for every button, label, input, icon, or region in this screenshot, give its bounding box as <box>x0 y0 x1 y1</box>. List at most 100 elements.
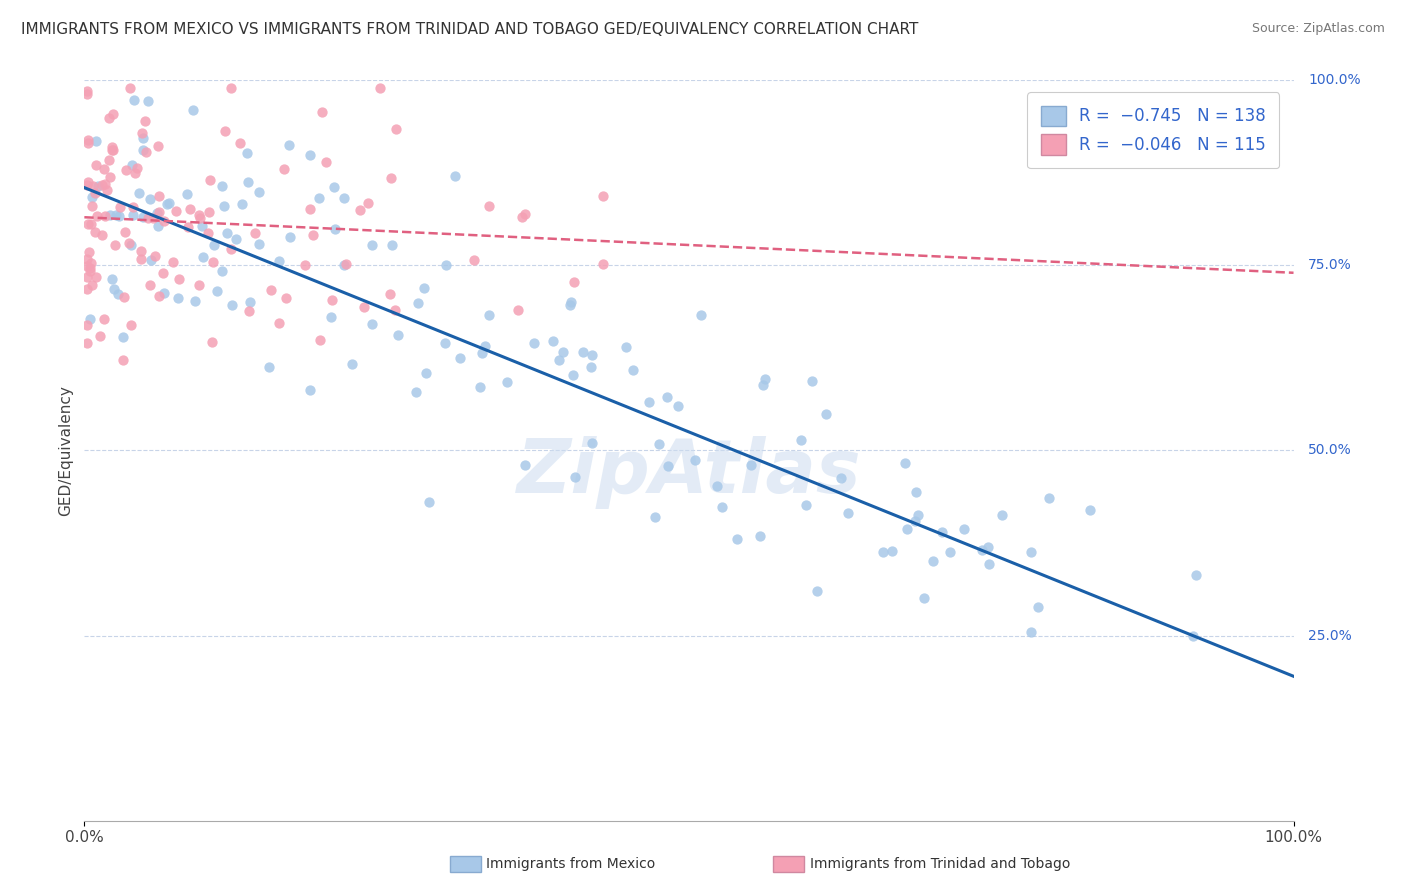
Point <box>368 80 391 95</box>
Point <box>107 286 129 301</box>
Point <box>229 136 252 150</box>
Point <box>191 219 214 233</box>
Point <box>977 557 1000 571</box>
Point <box>98 170 121 185</box>
Point <box>148 289 170 303</box>
Point <box>274 291 297 305</box>
Point <box>80 278 103 293</box>
Point <box>690 309 713 323</box>
Point <box>434 258 457 272</box>
Point <box>548 352 571 367</box>
Text: Source: ZipAtlas.com: Source: ZipAtlas.com <box>1251 22 1385 36</box>
Point <box>76 178 98 193</box>
Point <box>322 180 344 194</box>
Point <box>129 252 152 266</box>
Point <box>657 459 679 474</box>
Point <box>187 208 209 222</box>
Point <box>179 202 201 216</box>
Point <box>125 161 148 176</box>
Point <box>76 217 98 231</box>
Point <box>415 367 437 381</box>
Point <box>76 87 98 102</box>
Point <box>152 214 174 228</box>
Point <box>571 345 593 359</box>
Point <box>449 351 471 365</box>
Point <box>120 318 142 332</box>
Point <box>205 284 228 298</box>
Point <box>991 508 1014 523</box>
Point <box>592 257 614 271</box>
Point <box>94 209 117 223</box>
Point <box>111 329 134 343</box>
Point <box>214 124 236 138</box>
Text: 75.0%: 75.0% <box>1308 259 1351 272</box>
Point <box>541 334 564 349</box>
Point <box>115 163 138 178</box>
Point <box>581 359 603 374</box>
Point <box>510 210 533 224</box>
Point <box>321 293 343 307</box>
Point <box>977 540 1000 554</box>
Point <box>801 374 824 388</box>
Point <box>80 255 103 269</box>
Point <box>333 258 356 272</box>
Point <box>76 259 98 273</box>
Point <box>219 242 242 256</box>
Point <box>124 93 146 107</box>
Point <box>564 470 586 484</box>
Point <box>201 334 224 349</box>
Point <box>139 253 162 268</box>
Point <box>86 158 108 172</box>
Point <box>953 522 976 536</box>
Point <box>1184 568 1206 582</box>
Point <box>166 291 188 305</box>
Point <box>385 122 408 136</box>
Point <box>1019 545 1042 559</box>
Point <box>101 272 124 286</box>
Point <box>79 260 101 275</box>
Point <box>912 591 935 606</box>
Point <box>112 290 135 304</box>
Point <box>225 232 247 246</box>
Point <box>360 317 382 331</box>
Point <box>725 533 748 547</box>
Point <box>260 283 283 297</box>
Point <box>139 277 162 292</box>
Text: Immigrants from Trinidad and Tobago: Immigrants from Trinidad and Tobago <box>810 857 1070 871</box>
Point <box>405 384 427 399</box>
Point <box>637 395 659 409</box>
Point <box>740 458 762 472</box>
Point <box>905 485 928 500</box>
Point <box>79 264 101 278</box>
Text: Immigrants from Mexico: Immigrants from Mexico <box>486 857 655 871</box>
Point <box>523 336 546 351</box>
Point <box>748 529 770 543</box>
Point <box>93 161 115 176</box>
Point <box>513 458 536 473</box>
Point <box>939 545 962 559</box>
Point <box>970 543 993 558</box>
Point <box>647 436 669 450</box>
Point <box>152 285 174 300</box>
Point <box>131 126 153 140</box>
Point <box>815 407 838 421</box>
Point <box>176 220 198 235</box>
Point <box>128 186 150 200</box>
Point <box>146 139 169 153</box>
Point <box>443 169 465 183</box>
Point <box>132 131 155 145</box>
Point <box>219 80 242 95</box>
Point <box>789 433 811 447</box>
Point <box>1038 491 1060 505</box>
Point <box>333 191 356 205</box>
Point <box>110 201 132 215</box>
Point <box>76 282 98 296</box>
Point <box>711 500 734 515</box>
Point <box>655 390 678 404</box>
Point <box>139 192 162 206</box>
Point <box>806 583 828 598</box>
Point <box>298 202 321 216</box>
Point <box>98 208 121 222</box>
Point <box>197 205 219 219</box>
Point <box>357 195 380 210</box>
